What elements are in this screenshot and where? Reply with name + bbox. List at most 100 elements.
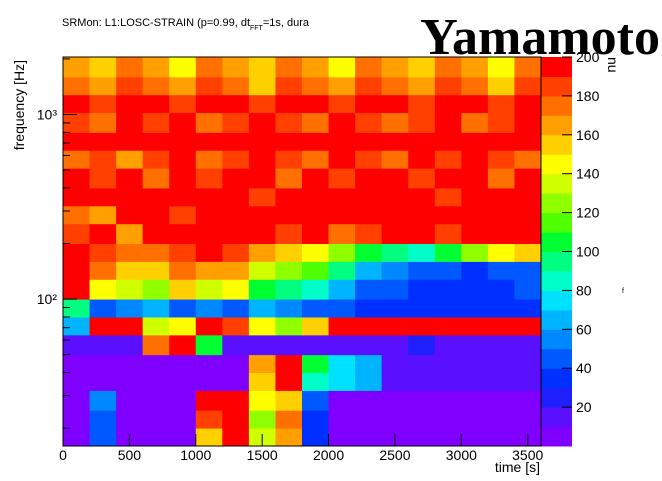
heatmap-cell xyxy=(89,243,117,262)
heatmap-cell xyxy=(355,299,383,318)
heatmap-cell xyxy=(461,94,489,114)
heatmap-cell xyxy=(302,354,330,374)
heatmap-cell xyxy=(408,279,436,300)
heatmap-cell xyxy=(248,372,276,391)
heatmap-cell xyxy=(195,168,223,189)
heatmap-cell xyxy=(434,243,462,262)
heatmap-cell xyxy=(328,112,356,133)
z-tick-label: 160 xyxy=(576,127,600,143)
heatmap-cell xyxy=(248,112,276,133)
heatmap-cell xyxy=(461,410,489,429)
heatmap-cell xyxy=(63,279,91,300)
colorbar-step xyxy=(541,232,572,252)
colorbar-step xyxy=(541,154,572,175)
heatmap-cell xyxy=(355,187,383,207)
heatmap-cell xyxy=(222,279,250,300)
heatmap-cell xyxy=(355,57,383,78)
colorbar-step xyxy=(541,426,572,447)
x-tick-label: 1000 xyxy=(180,447,211,463)
heatmap-cell xyxy=(116,299,144,318)
heatmap-cell xyxy=(461,132,489,151)
heatmap-cell xyxy=(461,261,489,280)
heatmap-cell xyxy=(222,299,250,318)
heatmap-cell xyxy=(487,112,515,133)
heatmap-cell xyxy=(275,150,303,169)
colorbar: 20 40 60 80 100 120 140 160 180 200 xyxy=(541,49,600,447)
heatmap-cell xyxy=(302,390,330,411)
side-note: f xyxy=(622,288,624,295)
heatmap-cell xyxy=(89,187,117,207)
heatmap-cell xyxy=(142,410,170,429)
heatmap-cell xyxy=(381,205,409,225)
heatmap-cell xyxy=(248,261,276,280)
title-text: SRMon: L1:LOSC-STRAIN (p=0.99, dt xyxy=(62,17,250,29)
heatmap-cell xyxy=(142,279,170,300)
heatmap-cell xyxy=(142,112,170,133)
heatmap-cell xyxy=(328,132,356,151)
heatmap-cell xyxy=(195,150,223,169)
plot-frame xyxy=(62,56,542,447)
heatmap-cell xyxy=(195,428,223,447)
x-axis-label: time [s] xyxy=(495,459,540,475)
heatmap-cell xyxy=(355,112,383,133)
heatmap-cell xyxy=(248,168,276,189)
z-tick-label: 180 xyxy=(576,88,600,104)
heatmap-cell xyxy=(302,132,330,151)
heatmap-cell xyxy=(195,316,223,336)
heatmap-cell xyxy=(302,168,330,189)
heatmap-cell xyxy=(222,316,250,336)
heatmap-cell xyxy=(434,187,462,207)
heatmap-cell xyxy=(514,57,542,78)
heatmap-cell xyxy=(195,205,223,225)
heatmap-cell xyxy=(434,410,462,429)
heatmap-cell xyxy=(408,94,436,114)
heatmap-cell xyxy=(248,334,276,356)
heatmap-cell xyxy=(487,168,515,189)
heatmap-cell xyxy=(63,187,91,207)
heatmap-cell xyxy=(434,205,462,225)
heatmap-cell xyxy=(408,261,436,280)
heatmap-cell xyxy=(222,390,250,411)
heatmap-cell xyxy=(222,334,250,356)
heatmap-cell xyxy=(434,354,462,374)
heatmap-cell xyxy=(116,372,144,391)
heatmap-cell xyxy=(222,410,250,429)
heatmap-cell xyxy=(381,261,409,280)
heatmap-cell xyxy=(169,94,197,114)
heatmap-cell xyxy=(222,57,250,78)
heatmap-cell xyxy=(461,354,489,374)
heatmap-cell xyxy=(355,372,383,391)
heatmap-cell xyxy=(275,243,303,262)
heatmap-cell xyxy=(248,94,276,114)
heatmap-cell xyxy=(248,316,276,336)
heatmap-cell xyxy=(461,334,489,356)
heatmap-cell xyxy=(487,150,515,169)
heatmap-cell xyxy=(222,428,250,447)
heatmap-cell xyxy=(328,390,356,411)
heatmap-cell xyxy=(195,243,223,262)
heatmap-cell xyxy=(328,316,356,336)
heatmap-cell xyxy=(89,299,117,318)
heatmap-cell xyxy=(487,132,515,151)
heatmap-cell xyxy=(408,112,436,133)
heatmap-cell xyxy=(408,76,436,96)
colorbar-step xyxy=(541,290,572,311)
heatmap-cell xyxy=(248,243,276,262)
chart-title: SRMon: L1:LOSC-STRAIN (p=0.99, dtFFT=1s,… xyxy=(62,17,310,32)
heatmap-cell xyxy=(275,299,303,318)
heatmap-cell xyxy=(461,390,489,411)
heatmap-cell xyxy=(89,372,117,391)
heatmap-cell xyxy=(328,57,356,78)
heatmap-cell xyxy=(514,150,542,169)
x-tick-label: 2000 xyxy=(313,447,344,463)
heatmap-cell xyxy=(514,299,542,318)
heatmap-cell xyxy=(302,187,330,207)
heatmap-cell xyxy=(63,428,91,447)
heatmap-cell xyxy=(302,261,330,280)
heatmap-cell xyxy=(434,334,462,356)
heatmap-cell xyxy=(514,316,542,336)
y-tick-label: 10³ xyxy=(37,106,58,122)
heatmap-cell xyxy=(461,299,489,318)
heatmap-cell xyxy=(328,354,356,374)
